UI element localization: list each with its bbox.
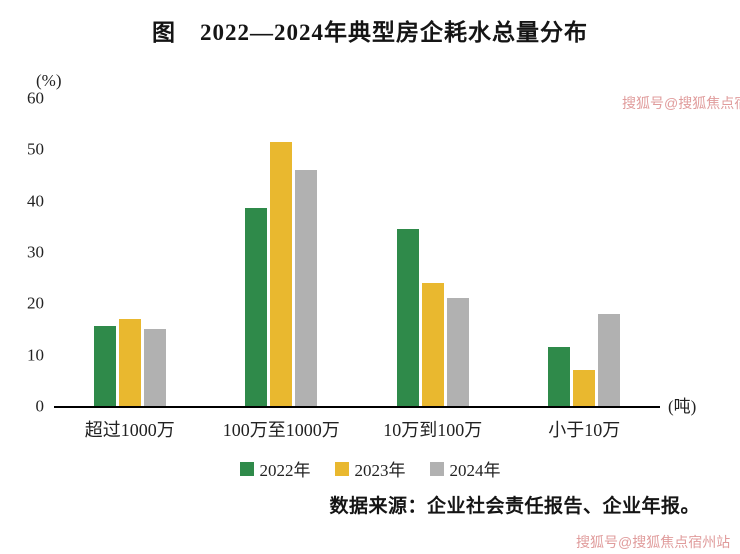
watermark-bottom: 搜狐号@搜狐焦点宿州站 <box>576 534 731 550</box>
bar-group <box>357 98 509 406</box>
bar-series2-cat2 <box>446 298 469 406</box>
x-axis-unit-label: (吨) <box>668 397 697 416</box>
y-tick-label: 40 <box>27 191 44 211</box>
bar-group <box>206 98 358 406</box>
plot-area <box>54 98 660 406</box>
legend-item: 2023年 <box>334 456 406 481</box>
bar-series0-cat0 <box>93 326 116 406</box>
y-tick-label: 60 <box>27 88 44 108</box>
y-tick-label: 0 <box>35 396 45 416</box>
legend-item: 2022年 <box>239 456 311 481</box>
y-tick-label: 30 <box>27 242 44 262</box>
bar-series0-cat1 <box>245 208 268 406</box>
legend-swatch-icon <box>429 461 444 476</box>
bar-group <box>54 98 206 406</box>
watermark-top: 搜狐号@搜狐焦点宿州站 <box>622 95 740 111</box>
legend-item: 2024年 <box>429 456 501 481</box>
bar-series2-cat3 <box>598 313 621 406</box>
x-category-label: 100万至1000万 <box>222 420 340 440</box>
bar-series1-cat1 <box>270 141 293 406</box>
legend: 2022年 2023年 2024年 <box>0 456 740 481</box>
x-category-label: 10万到100万 <box>383 420 483 440</box>
legend-swatch-icon <box>334 461 349 476</box>
legend-swatch-icon <box>239 461 254 476</box>
bar-group <box>509 98 661 406</box>
bar-series1-cat2 <box>421 282 444 406</box>
bar-series0-cat2 <box>396 228 419 406</box>
y-tick-label: 10 <box>27 345 44 365</box>
bar-series2-cat1 <box>295 169 318 406</box>
legend-label: 2022年 <box>259 461 311 480</box>
bar-chart: 0 10 20 30 40 50 60 (吨) <box>27 90 696 417</box>
x-category-label: 小于10万 <box>548 420 621 440</box>
y-axis-unit-label: (%) <box>36 71 62 90</box>
bar-series0-cat3 <box>548 346 571 406</box>
data-source: 数据来源：企业社会责任报告、企业年报。 <box>329 496 700 517</box>
bar-series1-cat0 <box>118 318 141 406</box>
legend-label: 2024年 <box>449 461 501 480</box>
bar-series2-cat0 <box>143 329 166 406</box>
x-category-label: 超过1000万 <box>84 420 175 440</box>
bar-series1-cat3 <box>573 370 596 406</box>
x-axis-labels: 超过1000万 100万至1000万 10万到100万 小于10万 <box>54 416 660 442</box>
chart-title: 图 2022—2024年典型房企耗水总量分布 <box>152 20 588 45</box>
y-tick-label: 50 <box>27 139 44 159</box>
legend-label: 2023年 <box>354 461 406 480</box>
y-tick-label: 20 <box>27 293 44 313</box>
